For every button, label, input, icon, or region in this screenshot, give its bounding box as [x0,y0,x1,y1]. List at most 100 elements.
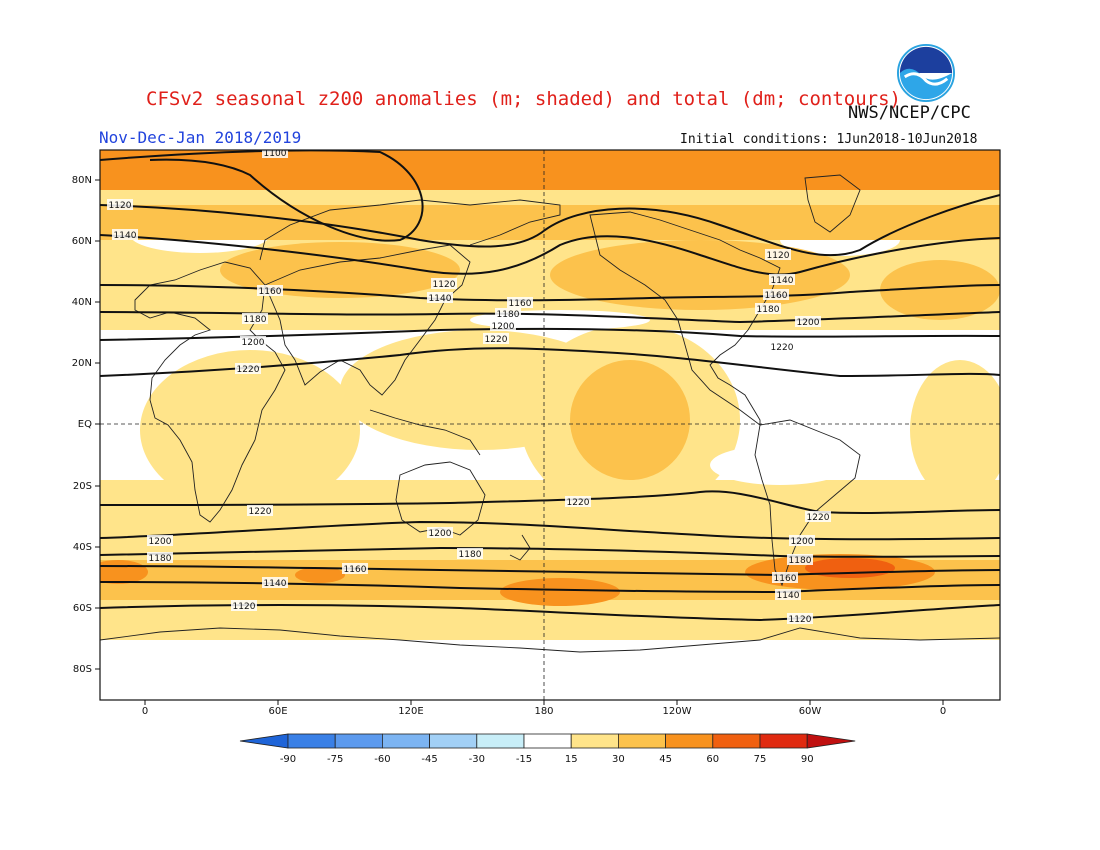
height-contours [100,150,1000,622]
lat-label: 60S [73,603,92,614]
colorbar-level-label: -15 [516,754,532,765]
colorbar-bin [759,733,808,749]
colorbar-level-label: -75 [327,754,343,765]
colorbar-bin [287,733,336,749]
colorbar-level-label: 60 [706,754,719,765]
contour-label: 1160 [774,574,797,584]
latitude-axis: 80N 60N 40N 20N EQ 20S 40S 60S 80S [72,175,100,675]
contour-1180-line [100,311,1000,324]
contour-label: 1160 [509,299,532,309]
initial-conditions: Initial conditions: 1Jun2018-10Jun2018 [680,132,978,147]
contour-label: 1140 [771,276,794,286]
contour-label: 1120 [233,602,256,612]
contour-1120-line [100,194,1000,257]
lon-label: 0 [940,706,946,717]
contour-label: 1120 [767,251,790,261]
contour-label: 1220 [807,513,830,523]
contour-label: 1200 [797,318,820,328]
contour-label: 1200 [791,537,814,547]
contour-label: 1120 [789,615,812,625]
lat-label: 40S [73,542,92,553]
contour-1160-line [100,284,1000,302]
contour-label: 1140 [429,294,452,304]
colorbar-arrow-high [806,733,856,749]
lon-label: 0 [142,706,148,717]
noaa-logo [897,44,955,102]
contour-label: 1220 [485,335,508,345]
colorbar-level-label: 45 [659,754,672,765]
colorbar-bin [334,733,383,749]
contour-label: 1220 [237,365,260,375]
contour-label: 1160 [765,291,788,301]
contour-1220-sh-line [100,490,1000,514]
colorbar-level-label: -30 [469,754,485,765]
contour-1200-line [100,327,1000,341]
colorbar-level-label: -45 [421,754,437,765]
colorbar-bin [381,733,430,749]
contour-label: 1220 [249,507,272,517]
longitude-axis: 0 60E 120E 180 120W 60W 0 [142,700,946,717]
lat-label: 20S [73,481,92,492]
contour-1100-line [100,150,424,242]
contour-label: 1180 [244,315,267,325]
contour-1140-line [100,234,1000,276]
grid-lines [100,150,1000,700]
colorbar-level-label: -90 [280,754,296,765]
colorbar-bin [476,733,525,749]
colorbar-bin [429,733,478,749]
contour-label: 1100 [264,149,287,159]
colorbar-level-label: 90 [801,754,814,765]
colorbar: -90 -75 -60 -45 -30 -15 15 30 45 60 75 90 [239,733,856,765]
lon-label: 120W [663,706,692,717]
contour-1180-sh-line [100,546,1000,558]
contour-label: 1200 [492,322,515,332]
lon-label: 180 [534,706,553,717]
lat-label: EQ [78,419,92,430]
contour-1200-sh-line [100,520,1000,541]
contour-label: 1180 [757,305,780,315]
contour-label: 1180 [497,310,520,320]
colorbar-bin [618,733,667,749]
contour-label: 1220 [771,343,794,353]
colorbar-bin [665,733,714,749]
lon-label: 60E [268,706,287,717]
contour-label: 1140 [264,579,287,589]
chart-title: CFSv2 seasonal z200 anomalies (m; shaded… [146,88,901,110]
lat-label: 60N [72,236,92,247]
colorbar-bin [712,733,761,749]
contour-1220-line [100,347,1000,378]
lon-label: 120E [398,706,423,717]
forecast-period: Nov-Dec-Jan 2018/2019 [99,128,302,147]
contour-label: 1180 [789,556,812,566]
contour-label: 1120 [109,201,132,211]
anomaly-shading [100,150,1000,700]
colorbar-level-label: 30 [612,754,625,765]
contour-label: 1160 [259,287,282,297]
contour-label: 1200 [429,529,452,539]
coastlines [100,174,1000,653]
colorbar-level-label: 15 [565,754,578,765]
contour-label: 1180 [149,554,172,564]
contour-label: 1140 [114,231,137,241]
colorbar-level-label: 75 [754,754,767,765]
contour-1120-sh-line [100,604,1000,622]
colorbar-arrow-low [239,733,289,749]
colorbar-bin [570,733,619,749]
contour-label: 1140 [777,591,800,601]
lon-label: 60W [799,706,822,717]
contour-1160-sh-line [100,565,1000,577]
colorbar-bin [523,733,572,749]
contour-label: 1220 [567,498,590,508]
lat-label: 80N [72,175,92,186]
contour-label: 1160 [344,565,367,575]
contour-label: 1180 [459,550,482,560]
contour-label: 1200 [242,338,265,348]
contour-label: 1120 [433,280,456,290]
lat-label: 40N [72,297,92,308]
agency-label: NWS/NCEP/CPC [848,103,971,123]
lat-label: 80S [73,664,92,675]
contour-label: 1200 [149,537,172,547]
lat-label: 20N [72,358,92,369]
